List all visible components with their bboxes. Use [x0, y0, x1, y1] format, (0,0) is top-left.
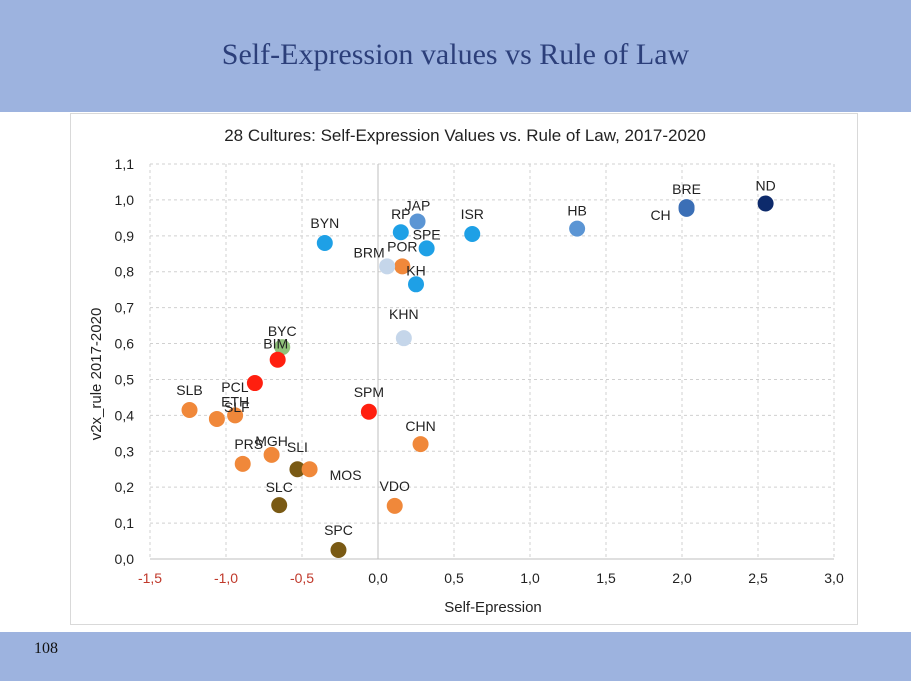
data-point-hb	[569, 220, 586, 237]
page-number: 108	[34, 640, 58, 657]
data-point-spm	[360, 403, 377, 420]
point-label-spc: SPC	[324, 522, 353, 538]
y-tick-label: 0,2	[115, 479, 135, 495]
y-tick-label: 0,7	[115, 300, 135, 316]
x-tick-label: 3,0	[824, 570, 844, 586]
y-tick-label: 0,9	[115, 228, 135, 244]
y-tick-label: 1,0	[115, 192, 135, 208]
point-label-isr: ISR	[461, 206, 484, 222]
point-label-khn: KHN	[389, 306, 419, 322]
point-label-pcl: PCL	[221, 379, 248, 395]
data-point-slf	[208, 410, 225, 427]
point-label-bim: BIM	[263, 336, 288, 352]
x-tick-label: -0,5	[290, 570, 314, 586]
data-point-byn	[316, 235, 333, 251]
chart-title: 28 Cultures: Self-Expression Values vs. …	[224, 126, 706, 145]
data-point-spe	[418, 240, 435, 257]
point-label-jap: JAP	[405, 197, 431, 213]
data-points	[181, 195, 774, 559]
y-tick-label: 0,8	[115, 264, 135, 280]
slide-footer-band	[0, 632, 911, 681]
point-label-slf: SLF	[224, 399, 250, 415]
y-tick-label: 0,0	[115, 551, 135, 567]
data-point-slb	[181, 401, 198, 418]
x-tick-label: 0,0	[368, 570, 388, 586]
data-point-brm	[379, 258, 396, 275]
point-label-chn: CHN	[405, 418, 435, 434]
point-label-mos: MOS	[330, 467, 362, 483]
point-label-nd: ND	[755, 178, 775, 194]
x-axis-label: Self-Epression	[444, 599, 542, 616]
chart-frame: 28 Cultures: Self-Expression Values vs. …	[70, 113, 858, 625]
point-label-brm: BRM	[354, 244, 385, 260]
x-tick-label: 0,5	[444, 570, 464, 586]
data-point-khn	[395, 330, 412, 347]
slide-title: Self-Expression values vs Rule of Law	[221, 38, 690, 71]
point-label-vdo: VDO	[380, 478, 410, 494]
point-label-por: POR	[387, 238, 417, 254]
x-tick-labels: -1,5 -1,0 -0,5 0,0 0,5 1,0 1,5 2,0 2,5 3,0	[138, 570, 844, 586]
axis-lines	[150, 164, 834, 560]
y-tick-label: 1,1	[115, 156, 135, 172]
data-point-mgh	[263, 446, 280, 463]
slide-header-band	[0, 0, 911, 112]
point-label-slc: SLC	[266, 479, 293, 495]
y-axis-label: v2x_rule 2017-2020	[88, 308, 105, 441]
data-point-rp	[392, 224, 409, 241]
point-label-sli: SLI	[287, 439, 308, 455]
x-tick-label: 2,5	[748, 570, 768, 586]
point-label-spm: SPM	[354, 384, 384, 400]
point-label-spe: SPE	[413, 226, 441, 242]
scatter-chart: 28 Cultures: Self-Expression Values vs. …	[88, 126, 844, 616]
point-label-byc: BYC	[268, 323, 297, 339]
x-tick-label: -1,5	[138, 570, 162, 586]
y-tick-labels: 0,0 0,1 0,2 0,3 0,4 0,5 0,6 0,7 0,8 0,9 1,0 1,1	[115, 156, 135, 567]
gridlines	[149, 163, 835, 559]
data-point-jap	[409, 213, 426, 230]
point-label-kh: KH	[406, 262, 425, 278]
y-tick-label: 0,1	[115, 515, 135, 531]
point-label-slb: SLB	[176, 382, 202, 398]
point-label-ch: CH	[650, 207, 670, 223]
y-tick-label: 0,5	[115, 371, 135, 387]
data-point-bim	[269, 351, 286, 368]
point-label-rp: RP	[391, 206, 410, 222]
data-point-pcl	[246, 375, 263, 392]
data-point-mos	[301, 461, 318, 478]
data-point-slc	[271, 497, 288, 514]
data-point-ch	[678, 200, 695, 217]
data-point-spc	[330, 542, 347, 559]
x-tick-label: -1,0	[214, 570, 238, 586]
point-label-bre: BRE	[672, 181, 701, 197]
y-tick-label: 0,3	[115, 443, 135, 459]
y-tick-label: 0,6	[115, 336, 135, 352]
data-point-sli	[289, 461, 306, 478]
data-point-isr	[464, 226, 481, 243]
data-point-chn	[412, 436, 429, 453]
data-point-kh	[408, 276, 424, 293]
data-point-byc	[274, 339, 291, 356]
x-tick-label: 2,0	[672, 570, 692, 586]
point-label-mgh: MGH	[255, 433, 288, 449]
point-label-prs: PRS	[234, 436, 263, 452]
data-point-nd	[757, 195, 774, 212]
data-point-vdo	[386, 497, 403, 514]
point-label-byn: BYN	[310, 215, 339, 231]
data-point-prs	[234, 455, 251, 472]
x-tick-label: 1,0	[520, 570, 540, 586]
point-label-eth: ETH	[221, 393, 249, 409]
data-point-eth	[227, 407, 244, 424]
data-point-por	[394, 258, 411, 275]
point-label-hb: HB	[567, 203, 586, 219]
x-tick-label: 1,5	[596, 570, 616, 586]
y-tick-label: 0,4	[115, 407, 135, 423]
